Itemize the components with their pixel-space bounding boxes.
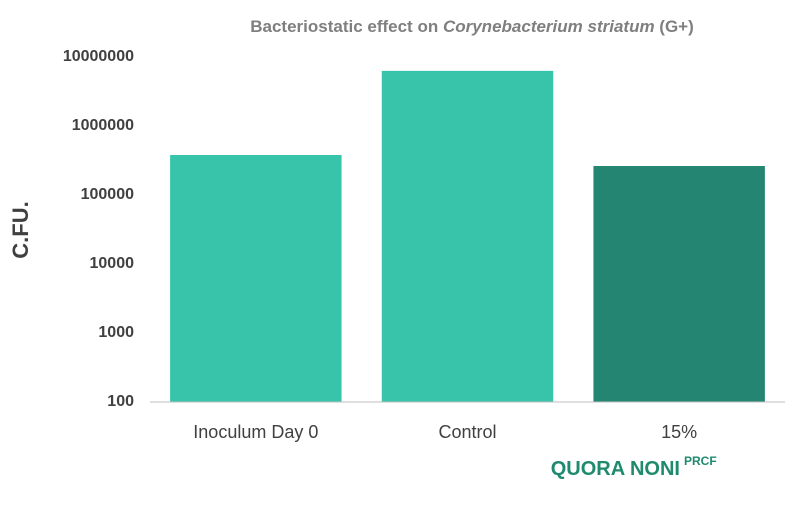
y-tick-label: 100 — [107, 393, 134, 410]
brand-sup: PRCF — [684, 454, 717, 468]
y-tick-label: 1000000 — [72, 117, 134, 134]
y-tick-label: 1000 — [98, 324, 134, 341]
y-tick-label: 100000 — [81, 186, 134, 203]
y-axis-label: C.FU. — [8, 201, 33, 258]
bar — [381, 70, 554, 402]
brand: QUORA NONI — [551, 458, 680, 480]
chart-title: Bacteriostatic effect on Corynebacterium… — [250, 17, 694, 36]
y-tick-label: 10000 — [90, 255, 135, 272]
bar — [170, 154, 342, 402]
y-tick-label: 10000000 — [63, 48, 134, 65]
x-tick-label: 15% — [661, 422, 697, 442]
x-tick-label: Inoculum Day 0 — [193, 422, 318, 442]
title-part: (G+) — [655, 17, 694, 36]
bar — [593, 166, 765, 402]
brand-name: QUORA NONI — [551, 458, 680, 480]
title-part: Corynebacterium striatum — [443, 17, 655, 36]
title-part: Bacteriostatic effect on — [250, 17, 443, 36]
x-tick-label: Control — [438, 422, 496, 442]
